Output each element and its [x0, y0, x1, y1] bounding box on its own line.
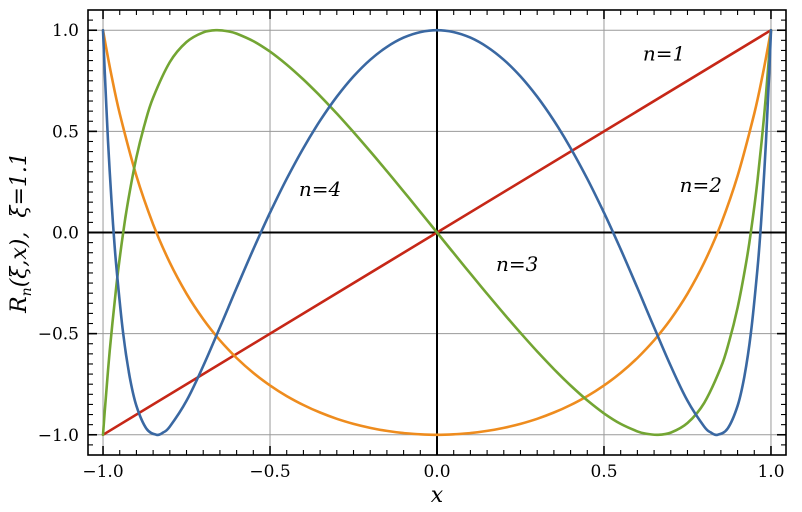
y-tick-label: −0.5: [38, 325, 79, 345]
plot-frame: [87, 9, 787, 456]
curve-label-n=3: n=3: [496, 252, 538, 276]
y-tick-label: 0.0: [52, 224, 79, 244]
x-tick-label: −0.5: [249, 462, 290, 482]
curve-n=4: [101, 28, 773, 437]
curve-n=3: [101, 28, 773, 437]
y-tick-label: −1.0: [38, 426, 79, 446]
curve-label-n=2: n=2: [680, 173, 722, 197]
y-axis-label: Rn(ξ,x), ξ=1.1: [7, 152, 35, 314]
y-axis-label-text: Rn(ξ,x), ξ=1.1: [7, 152, 35, 314]
y-tick-label: 0.5: [52, 122, 79, 142]
curve-n=2: [101, 28, 773, 437]
x-tick-label: 1.0: [757, 462, 784, 482]
curve-labels-layer: n=1 n=2 n=3 n=4: [299, 42, 722, 276]
curves-layer: [101, 28, 773, 437]
x-tick-label: −1.0: [82, 462, 123, 482]
tick-layer: [88, 10, 786, 455]
x-tick-label: 0.0: [423, 462, 450, 482]
y-tick-label: 1.0: [52, 21, 79, 41]
curve-label-n=1: n=1: [643, 42, 685, 66]
curve-label-n=4: n=4: [299, 177, 341, 201]
x-axis-label: x: [431, 483, 444, 508]
x-tick-label: 0.5: [590, 462, 617, 482]
tick-labels-layer: −1.0 −0.5 0.0 0.5 1.0 −1.0 −0.5 0.0 0.5 1.0: [38, 21, 785, 482]
